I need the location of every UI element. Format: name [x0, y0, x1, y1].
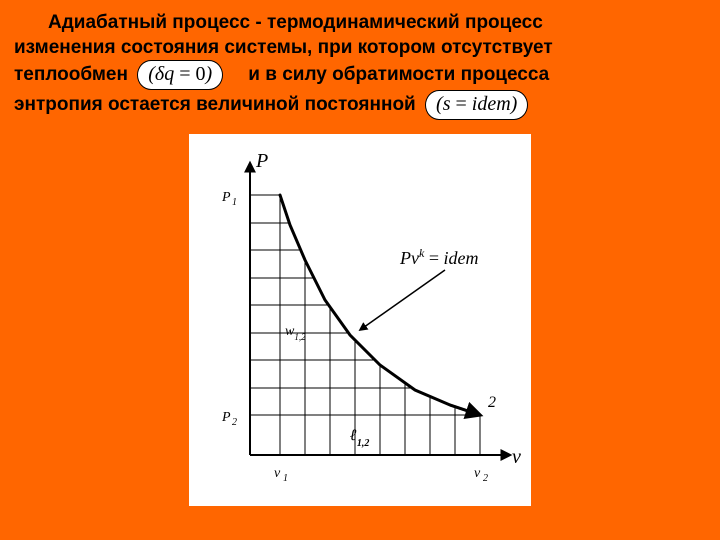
slide-root: Адиабатный процесс - термодинамический п…: [0, 0, 720, 540]
svg-text:v: v: [474, 466, 481, 481]
svg-text:2: 2: [488, 394, 496, 411]
text-line3a: теплообмен: [14, 64, 128, 85]
svg-text:P: P: [221, 190, 231, 205]
pv-diagram: PvP1P2v1v2Pvk = idemw1,2ℓ1,22: [189, 134, 531, 506]
text-line4: энтропия остается величиной постоянной: [14, 94, 416, 115]
svg-text:1: 1: [232, 197, 237, 208]
svg-text:Pvk = idem: Pvk = idem: [399, 246, 478, 268]
pv-diagram-svg: PvP1P2v1v2Pvk = idemw1,2ℓ1,22: [190, 135, 530, 505]
svg-text:ℓ1,2: ℓ1,2: [349, 427, 369, 449]
definition-paragraph: Адиабатный процесс - термодинамический п…: [14, 10, 706, 120]
formula-s-idem: (s = idem): [425, 90, 528, 120]
svg-text:P: P: [255, 150, 268, 172]
formula-dq-zero: (δq = 0): [137, 60, 223, 90]
svg-text:v: v: [512, 446, 521, 468]
svg-text:w1,2: w1,2: [285, 324, 306, 342]
text-line3b: и в силу обратимости процесса: [248, 64, 549, 85]
svg-text:2: 2: [232, 417, 237, 428]
svg-text:P: P: [221, 410, 231, 425]
diagram-container: PvP1P2v1v2Pvk = idemw1,2ℓ1,22: [14, 134, 706, 506]
svg-text:v: v: [274, 466, 281, 481]
text-line2: изменения состояния системы, при котором…: [14, 37, 553, 58]
svg-text:2: 2: [483, 473, 488, 484]
svg-text:1: 1: [283, 473, 288, 484]
text-line1: Адиабатный процесс - термодинамический п…: [48, 12, 543, 33]
